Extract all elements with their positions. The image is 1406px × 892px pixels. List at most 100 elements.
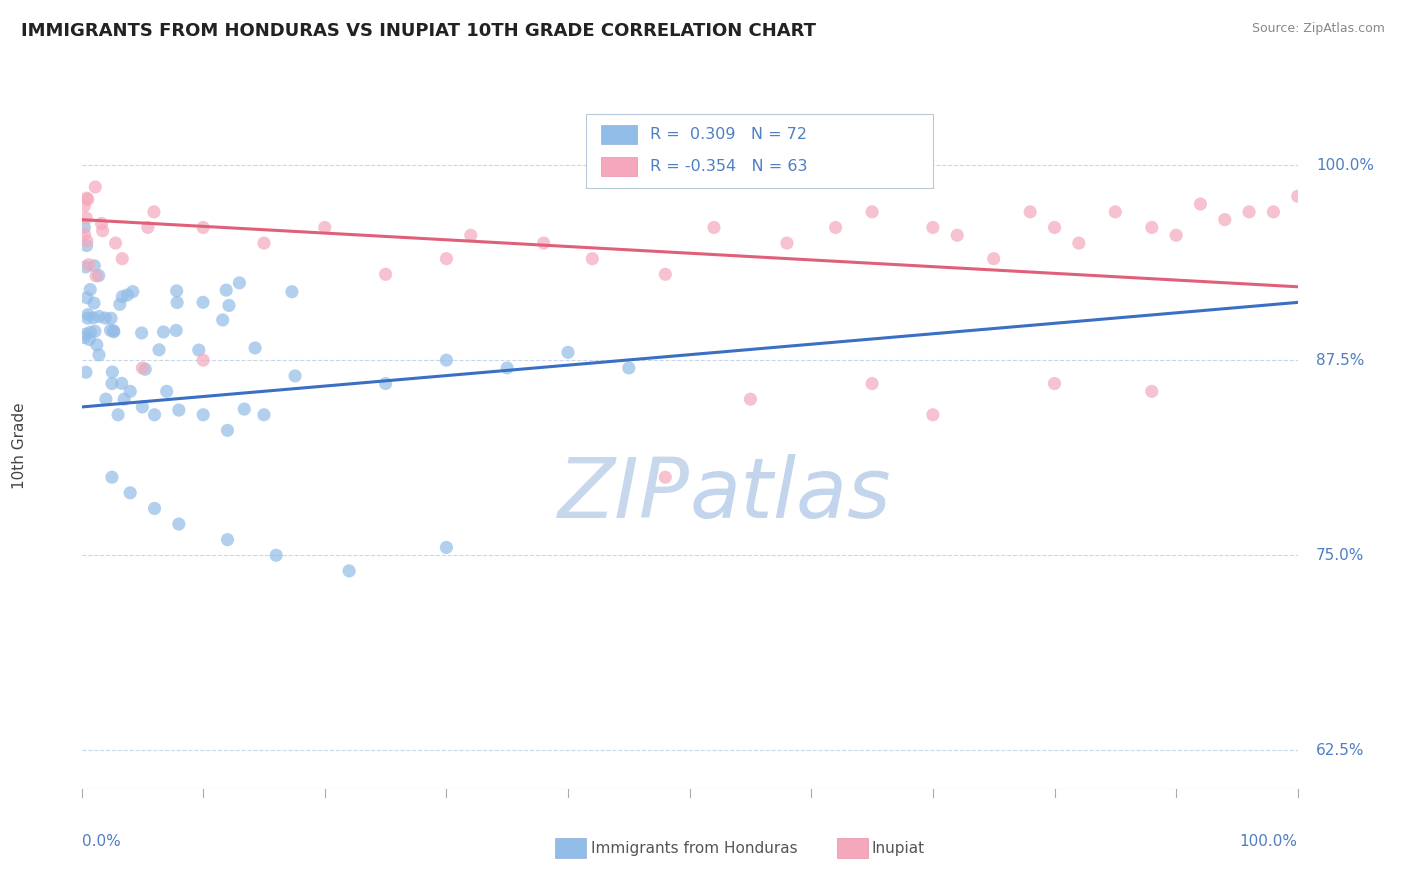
Point <box>167 517 190 532</box>
Point <box>337 564 360 578</box>
Point <box>1213 212 1236 227</box>
Point <box>94 392 117 407</box>
Point <box>740 392 762 407</box>
Point <box>1237 205 1260 219</box>
Point <box>94 311 117 326</box>
Point <box>314 220 336 235</box>
Point <box>121 285 143 299</box>
Point <box>143 205 166 219</box>
Point <box>77 258 100 272</box>
Point <box>73 330 96 344</box>
Bar <box>600 157 637 176</box>
Point <box>922 408 945 422</box>
Point <box>143 408 166 422</box>
Text: 100.0%: 100.0% <box>1240 834 1298 849</box>
Point <box>90 217 112 231</box>
Text: 62.5%: 62.5% <box>1316 743 1364 758</box>
Point <box>131 361 153 376</box>
Point <box>73 220 96 235</box>
Point <box>284 368 307 383</box>
Point <box>1104 205 1126 219</box>
Point <box>143 501 166 516</box>
Point <box>228 276 250 290</box>
Point <box>191 220 215 235</box>
Point <box>946 228 969 243</box>
Point <box>211 313 233 327</box>
Point <box>557 345 579 359</box>
Point <box>374 268 396 282</box>
Point <box>824 220 846 235</box>
Point <box>79 283 101 297</box>
Point <box>922 220 945 235</box>
Text: 0.0%: 0.0% <box>82 834 121 849</box>
Point <box>75 211 97 226</box>
Text: 100.0%: 100.0% <box>1316 158 1374 172</box>
Point <box>131 400 153 414</box>
Point <box>73 227 96 242</box>
Point <box>187 343 209 357</box>
Point <box>91 224 114 238</box>
Text: ZIP: ZIP <box>558 453 690 534</box>
Point <box>253 408 276 422</box>
Point <box>156 384 179 399</box>
Point <box>215 283 238 297</box>
Point <box>73 199 96 213</box>
Point <box>533 236 555 251</box>
Point <box>77 308 100 322</box>
Point <box>1043 220 1066 235</box>
Point <box>120 486 142 500</box>
Text: 75.0%: 75.0% <box>1316 548 1364 563</box>
Point <box>166 284 188 298</box>
Point <box>165 323 187 337</box>
Point <box>131 326 153 340</box>
Point <box>77 333 100 347</box>
Point <box>1166 228 1188 243</box>
Point <box>101 365 124 379</box>
Text: 10th Grade: 10th Grade <box>11 402 27 490</box>
Point <box>76 311 98 326</box>
Point <box>136 220 159 235</box>
Point <box>86 338 108 352</box>
Point <box>436 541 458 555</box>
Point <box>112 392 135 407</box>
Point <box>89 310 111 324</box>
Point <box>1286 189 1309 203</box>
Point <box>581 252 603 266</box>
Point <box>84 324 107 338</box>
Point <box>166 295 188 310</box>
Point <box>75 260 97 274</box>
Point <box>107 408 129 422</box>
Point <box>1019 205 1042 219</box>
Point <box>87 268 110 283</box>
Point <box>148 343 170 357</box>
Point <box>79 325 101 339</box>
Point <box>101 470 124 484</box>
Point <box>76 238 98 252</box>
Point <box>253 236 276 251</box>
Point <box>860 376 883 391</box>
Text: IMMIGRANTS FROM HONDURAS VS INUPIAT 10TH GRADE CORRELATION CHART: IMMIGRANTS FROM HONDURAS VS INUPIAT 10TH… <box>21 22 815 40</box>
Point <box>134 362 156 376</box>
Point <box>1140 384 1163 399</box>
Point <box>117 288 139 302</box>
Point <box>374 376 396 391</box>
Point <box>167 403 190 417</box>
Point <box>120 384 142 399</box>
Point <box>496 361 519 376</box>
Point <box>191 295 214 310</box>
Point <box>191 353 215 368</box>
Text: R =  0.309   N = 72: R = 0.309 N = 72 <box>650 127 807 142</box>
Point <box>436 353 458 368</box>
Point <box>1189 197 1212 211</box>
Text: R = -0.354   N = 63: R = -0.354 N = 63 <box>650 159 807 174</box>
Point <box>191 408 215 422</box>
Point <box>83 259 105 273</box>
Point <box>100 311 122 326</box>
Point <box>243 341 266 355</box>
Point <box>776 236 799 251</box>
Text: Source: ZipAtlas.com: Source: ZipAtlas.com <box>1251 22 1385 36</box>
FancyBboxPatch shape <box>586 114 934 188</box>
Point <box>84 268 107 283</box>
Point <box>111 290 134 304</box>
Text: 87.5%: 87.5% <box>1316 352 1364 368</box>
